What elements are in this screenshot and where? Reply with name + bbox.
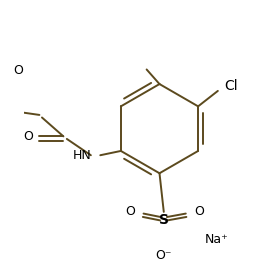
- Text: S: S: [159, 213, 169, 227]
- Text: O: O: [13, 64, 23, 77]
- Text: Cl: Cl: [224, 79, 238, 93]
- Text: O: O: [23, 130, 33, 143]
- Text: Na⁺: Na⁺: [205, 233, 229, 246]
- Text: HN: HN: [73, 149, 92, 162]
- Text: O: O: [126, 205, 136, 218]
- Text: O: O: [194, 205, 204, 218]
- Text: O⁻: O⁻: [155, 249, 172, 259]
